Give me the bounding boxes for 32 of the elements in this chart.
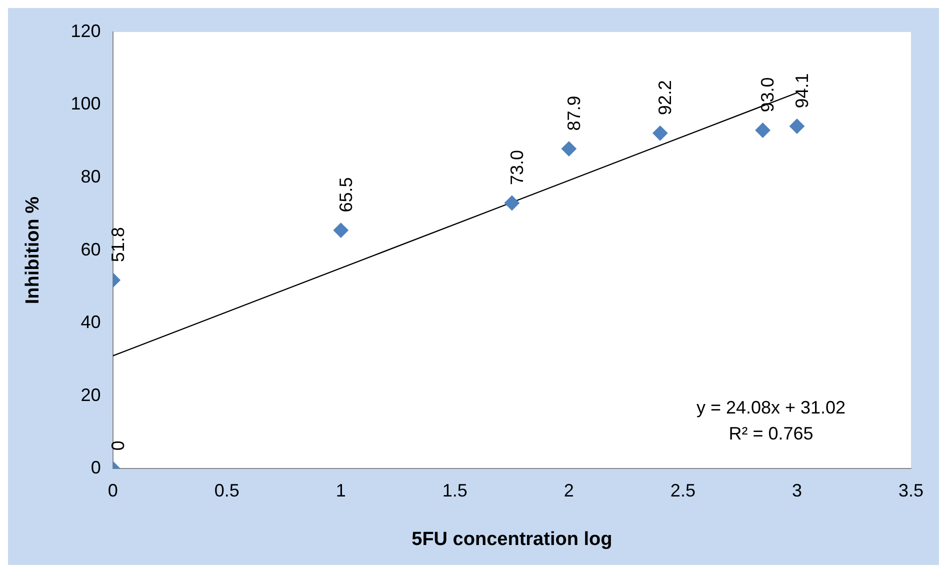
data-label: 65.5 [336, 177, 356, 212]
x-tick-label: 3 [792, 480, 802, 500]
y-axis-title: Inhibition % [22, 196, 44, 304]
data-label: 94.1 [792, 73, 812, 108]
point [504, 196, 520, 210]
data-label: 51.8 [108, 227, 128, 262]
x-tick-label: 1 [336, 480, 346, 500]
y-tick-label: 120 [70, 20, 101, 41]
point [652, 126, 668, 141]
point [755, 122, 770, 138]
x-tick-label: 3.5 [898, 480, 924, 500]
y-tick-label: 60 [80, 239, 101, 260]
y-tick-label: 100 [70, 94, 101, 114]
x-axis-title: 5FU concentration log [412, 528, 612, 550]
y-tick-label: 0 [90, 458, 101, 478]
x-tick-label: 2.5 [670, 480, 696, 500]
y-tick-label: 40 [80, 312, 101, 332]
point [561, 141, 576, 156]
data-label: 87.9 [564, 96, 584, 131]
annotation: R² = 0.765 [728, 424, 814, 444]
data-label: 93.0 [758, 77, 778, 112]
data-label: 0 [108, 440, 128, 451]
x-tick-label: 2 [564, 480, 574, 500]
x-tick-label: 0.5 [214, 480, 240, 500]
data-label: 73.0 [506, 150, 527, 185]
annotation: y = 24.08x + 31.02 [696, 398, 846, 418]
point [789, 118, 804, 134]
data-label: 92.2 [655, 80, 676, 116]
x-tick-label: 1.5 [442, 480, 468, 500]
y-tick-label: 20 [80, 384, 101, 405]
y-tick-label: 80 [80, 166, 101, 186]
x-tick-label: 0 [108, 480, 118, 500]
